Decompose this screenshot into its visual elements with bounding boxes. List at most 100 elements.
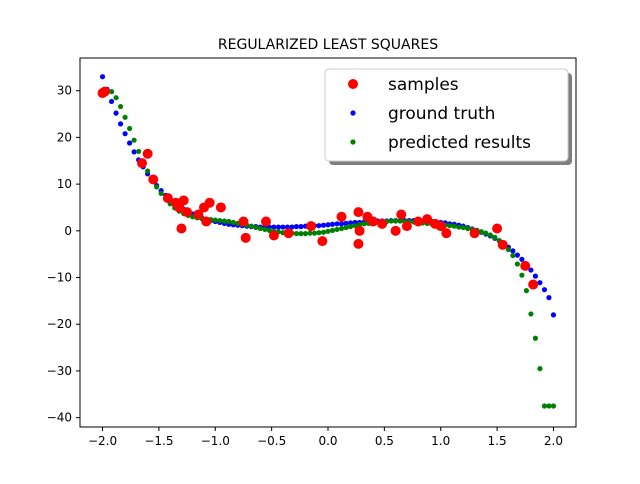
data-point — [113, 95, 119, 101]
data-point — [397, 218, 403, 224]
x-tick-label: −1.5 — [144, 434, 173, 448]
data-point — [334, 221, 340, 227]
data-point — [307, 230, 313, 236]
legend-marker — [350, 110, 356, 116]
data-point — [456, 224, 462, 230]
data-point — [377, 218, 388, 229]
y-tick-label: −30 — [47, 364, 72, 378]
data-point — [113, 110, 119, 116]
data-point — [528, 279, 539, 290]
data-point — [316, 230, 322, 236]
data-point — [546, 403, 552, 409]
x-tick-label: 0.0 — [318, 434, 337, 448]
data-point — [201, 216, 212, 227]
data-point — [316, 223, 322, 229]
data-point — [343, 220, 349, 226]
data-point — [510, 248, 516, 254]
data-point — [306, 221, 317, 232]
x-tick-label: 1.0 — [431, 434, 450, 448]
data-point — [99, 86, 110, 97]
legend-marker — [350, 139, 356, 145]
data-point — [460, 224, 466, 231]
data-point — [302, 231, 309, 237]
data-point — [352, 223, 358, 229]
data-point — [451, 223, 457, 229]
data-point — [520, 260, 531, 271]
data-point — [230, 219, 236, 226]
data-point — [145, 168, 151, 174]
data-point — [271, 224, 277, 230]
data-point — [347, 224, 354, 230]
data-point — [550, 403, 557, 409]
data-point — [212, 217, 218, 223]
data-point — [336, 211, 347, 222]
data-point — [338, 221, 345, 227]
data-point — [293, 224, 300, 230]
data-point — [108, 89, 115, 95]
data-point — [162, 193, 173, 204]
data-point — [257, 225, 263, 232]
data-point — [413, 216, 424, 227]
data-point — [108, 98, 115, 105]
data-point — [248, 223, 254, 229]
legend-box — [324, 68, 569, 162]
legend-label: samples — [388, 75, 459, 95]
data-point — [532, 335, 539, 341]
y-tick-label: 10 — [57, 177, 72, 191]
data-point — [492, 234, 498, 240]
x-tick-label: 2.0 — [544, 434, 563, 448]
data-point — [519, 272, 525, 278]
data-point — [497, 239, 508, 250]
data-point — [329, 227, 336, 233]
data-point — [505, 246, 511, 253]
y-tick-label: 20 — [57, 130, 72, 144]
data-point — [388, 218, 394, 224]
chart-title: REGULARIZED LEAST SQUARES — [218, 37, 438, 53]
data-point — [131, 137, 137, 143]
data-point — [338, 225, 345, 232]
data-point — [122, 131, 128, 137]
data-point — [293, 231, 300, 237]
data-point — [492, 223, 503, 234]
data-point — [215, 202, 226, 213]
data-point — [275, 224, 281, 230]
data-point — [435, 221, 446, 232]
data-point — [514, 261, 520, 267]
data-point — [537, 366, 543, 372]
data-point — [465, 225, 471, 232]
data-point — [142, 148, 153, 159]
plot-area: −2.0 −1.5 −1.0 −0.5 0.0 0.5 1.0 1.5 2.0 −40 −30 −20… — [47, 57, 577, 448]
data-point — [268, 230, 279, 241]
data-point — [528, 311, 534, 317]
data-point — [298, 224, 304, 230]
y-tick-label: 30 — [57, 84, 72, 98]
data-point — [99, 74, 106, 80]
data-point — [317, 236, 328, 247]
legend-label: ground truth — [388, 104, 495, 124]
data-point — [154, 184, 160, 190]
x-tick-label: −2.0 — [88, 434, 117, 448]
data-point — [262, 226, 268, 233]
data-point — [283, 228, 294, 239]
data-point — [320, 222, 327, 228]
data-point — [238, 216, 249, 227]
y-tick-label: 0 — [64, 224, 72, 238]
data-point — [289, 224, 295, 230]
data-point — [523, 288, 530, 294]
legend: samples ground truth predicted results — [324, 68, 572, 165]
x-tick-label: −1.0 — [201, 434, 230, 448]
legend-label: predicted results — [388, 133, 531, 153]
data-point — [325, 228, 331, 234]
data-point — [343, 224, 349, 231]
data-point — [221, 218, 227, 224]
data-point — [226, 218, 232, 225]
data-point — [546, 295, 552, 301]
data-point — [182, 207, 193, 218]
data-point — [148, 174, 159, 185]
data-point — [298, 231, 304, 237]
data-point — [519, 256, 525, 262]
y-tick-label: −40 — [47, 411, 72, 425]
data-point — [127, 140, 133, 146]
data-point — [396, 209, 407, 220]
